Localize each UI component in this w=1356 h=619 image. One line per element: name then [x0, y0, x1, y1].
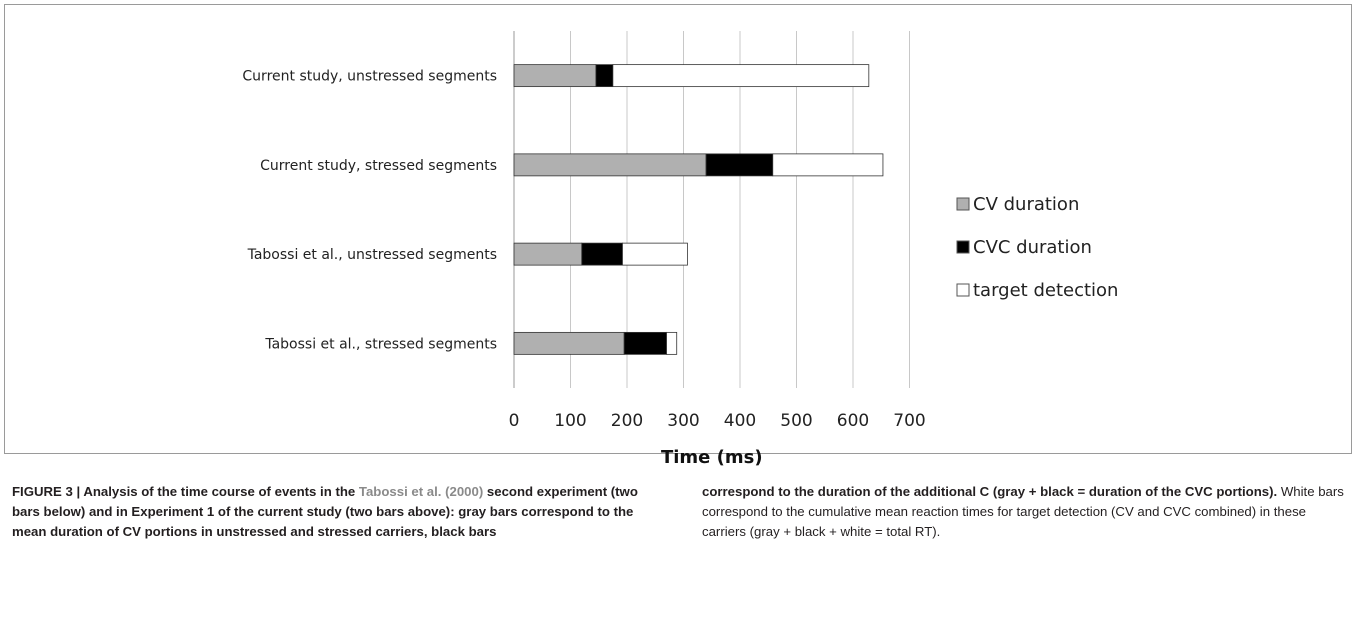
legend-swatch	[956, 283, 970, 297]
caption-right-normal: White bars correspond to the cumulative …	[702, 484, 1344, 539]
x-tick-label: 100	[554, 411, 586, 431]
legend-label: target detection	[973, 280, 1118, 301]
category-label: Current study, stressed segments	[260, 158, 497, 174]
legend-swatch	[956, 240, 970, 254]
figure-caption: FIGURE 3 | Analysis of the time course o…	[12, 482, 1350, 542]
bar-cv-duration	[513, 331, 625, 355]
bar-cv-duration	[513, 64, 597, 88]
x-tick-label: 400	[724, 411, 756, 431]
bar-target-detection	[612, 64, 870, 88]
caption-right-bold: correspond to the duration of the additi…	[702, 484, 1278, 499]
category-labels: Current study, unstressed segments Curren…	[242, 69, 497, 353]
bar-cvc-duration	[581, 242, 623, 266]
stacked-bar-chart: Current study, unstressed segments Curren…	[242, 31, 1118, 468]
x-axis-title: Time (ms)	[661, 447, 763, 468]
bar-target-detection	[622, 242, 688, 266]
x-tick-label: 700	[893, 411, 925, 431]
bars	[513, 64, 884, 355]
bar-cv-duration	[513, 242, 583, 266]
bar-target-detection	[772, 153, 884, 177]
category-label: Tabossi et al., unstressed segments	[247, 247, 497, 263]
caption-left-column: FIGURE 3 | Analysis of the time course o…	[12, 482, 660, 542]
caption-right-column: correspond to the duration of the additi…	[702, 482, 1350, 542]
bar-cvc-duration	[595, 64, 614, 88]
category-label: Current study, unstressed segments	[242, 69, 497, 85]
category-label: Tabossi et al., stressed segments	[264, 336, 497, 352]
caption-left-rest: second experiment (two bars below) and i…	[12, 484, 638, 539]
bar-cv-duration	[513, 153, 707, 177]
x-tick-label: 200	[611, 411, 643, 431]
x-tick-label: 0	[509, 411, 520, 431]
legend-label: CV duration	[973, 194, 1079, 215]
bar-cvc-duration	[705, 153, 774, 177]
caption-lead: FIGURE 3 | Analysis of the time course o…	[12, 484, 359, 499]
legend-swatch	[956, 197, 970, 211]
x-tick-label: 600	[837, 411, 869, 431]
bar-cvc-duration	[623, 331, 667, 355]
legend: CV duration CVC duration target detection	[956, 194, 1118, 301]
x-tick-labels: 0 100 200 300 400 500 600 700	[509, 411, 926, 431]
legend-label: CVC duration	[973, 237, 1092, 258]
bar-target-detection	[666, 331, 678, 355]
x-tick-label: 300	[667, 411, 699, 431]
gridlines	[513, 31, 910, 388]
x-tick-label: 500	[780, 411, 812, 431]
caption-citation-link[interactable]: Tabossi et al. (2000)	[358, 484, 484, 499]
